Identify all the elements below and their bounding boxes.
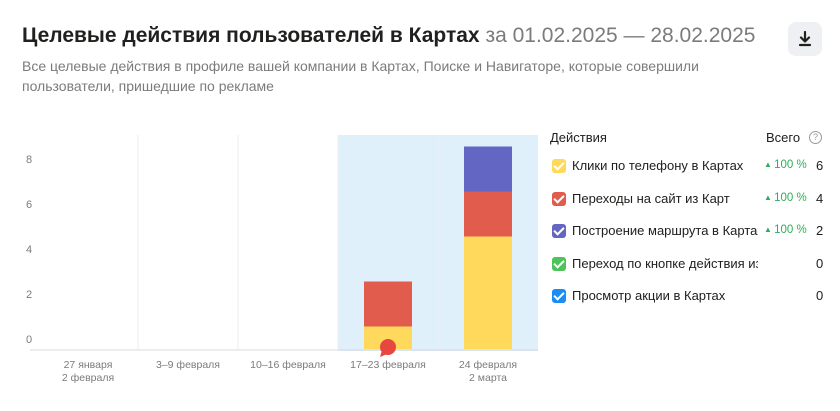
legend-item-label: Построение маршрута в Картах [572, 223, 758, 238]
legend-item-total: 4 [816, 190, 824, 206]
legend-item-change: ▲ 100 % [764, 159, 807, 171]
help-circle-icon[interactable]: ? [809, 131, 822, 144]
page-subtitle: Все целевые действия в профиле вашей ком… [22, 58, 699, 94]
legend-item[interactable]: Клики по телефону в Картах ▲ 100 % 6 [550, 150, 840, 183]
legend-header: Действия Всего ? [550, 126, 840, 150]
legend-item[interactable]: Просмотр акции в Картах 0 [550, 280, 840, 313]
triangle-up-icon: ▲ [764, 160, 775, 169]
legend-items: Клики по телефону в Картах ▲ 100 % 6 Перехо… [550, 150, 840, 313]
legend-total-label: Всего [766, 130, 801, 145]
x-tick-label: 17–23 февраля [350, 359, 426, 371]
legend-item-label: Просмотр акции в Картах [572, 288, 726, 303]
x-tick-label: 24 февраля [459, 359, 517, 371]
title-text: Целевые действия пользователей в Картах [22, 24, 480, 47]
checkbox-icon[interactable] [552, 191, 566, 206]
legend-item-total: 0 [816, 288, 824, 303]
x-tick-label: 2 февраля [62, 372, 114, 384]
legend-item[interactable]: Переход по кнопке действия из Карт 0 [550, 248, 840, 281]
download-icon [798, 31, 812, 47]
legend-item-total: 6 [816, 158, 824, 173]
legend-panel: Действия Всего ? Клики по телефону в Кар… [550, 126, 840, 313]
y-tick-label: 6 [26, 199, 32, 211]
legend-item-change-value: 100 % [774, 159, 807, 171]
comment-marker-icon[interactable] [380, 339, 396, 357]
y-tick-label: 2 [26, 289, 32, 301]
legend-item-change-value: 100 % [774, 224, 807, 236]
comment-marker-tail [380, 350, 387, 357]
download-button[interactable] [788, 22, 822, 56]
y-tick-label: 4 [26, 244, 32, 256]
chart-header: Целевые действия пользователей в Картах … [22, 22, 762, 96]
period-text: за 01.02.2025 — 28.02.2025 [485, 24, 756, 47]
checkbox-icon[interactable] [552, 159, 566, 173]
legend-item-total: 0 [816, 255, 824, 271]
bar-segment [364, 326, 412, 349]
legend-item-label: Переходы на сайт из Карт [572, 190, 730, 206]
bar-segment [464, 146, 512, 192]
bar-chart: 0 2 4 6 8 27 января 2 февраля 3–9 февраля 10–16 … [0, 120, 540, 411]
x-tick-label: 3–9 февраля [156, 359, 220, 371]
x-tick-label: 27 января [64, 359, 113, 371]
checkbox-icon[interactable] [552, 289, 566, 303]
legend-title: Действия [550, 130, 607, 145]
bar-segment [364, 281, 412, 327]
legend-item[interactable]: Построение маршрута в Картах ▲ 100 % 2 [550, 215, 840, 248]
comment-marker-dot [380, 339, 396, 355]
legend-item-label: Клики по телефону в Картах [572, 158, 744, 173]
triangle-up-icon: ▲ [764, 192, 775, 202]
legend-item-change-value: 100 % [774, 191, 807, 204]
triangle-up-icon: ▲ [764, 225, 775, 234]
y-tick-label: 0 [26, 334, 32, 346]
legend-item-label: Переход по кнопке действия из Карт [572, 255, 758, 271]
checkbox-icon[interactable] [552, 224, 566, 238]
legend-item-total: 2 [816, 223, 824, 238]
page-title: Целевые действия пользователей в Картах … [22, 22, 762, 50]
y-tick-label: 8 [26, 154, 32, 166]
legend-item-change: ▲ 100 % [764, 224, 807, 236]
bar-segment [464, 191, 512, 237]
x-tick-label: 2 марта [469, 372, 507, 384]
legend-item[interactable]: Переходы на сайт из Карт ▲ 100 % 4 [550, 183, 840, 216]
x-tick-label: 10–16 февраля [250, 359, 326, 371]
checkbox-icon[interactable] [552, 256, 566, 271]
bar-segment [464, 236, 512, 349]
legend-item-change: ▲ 100 % [764, 192, 807, 204]
